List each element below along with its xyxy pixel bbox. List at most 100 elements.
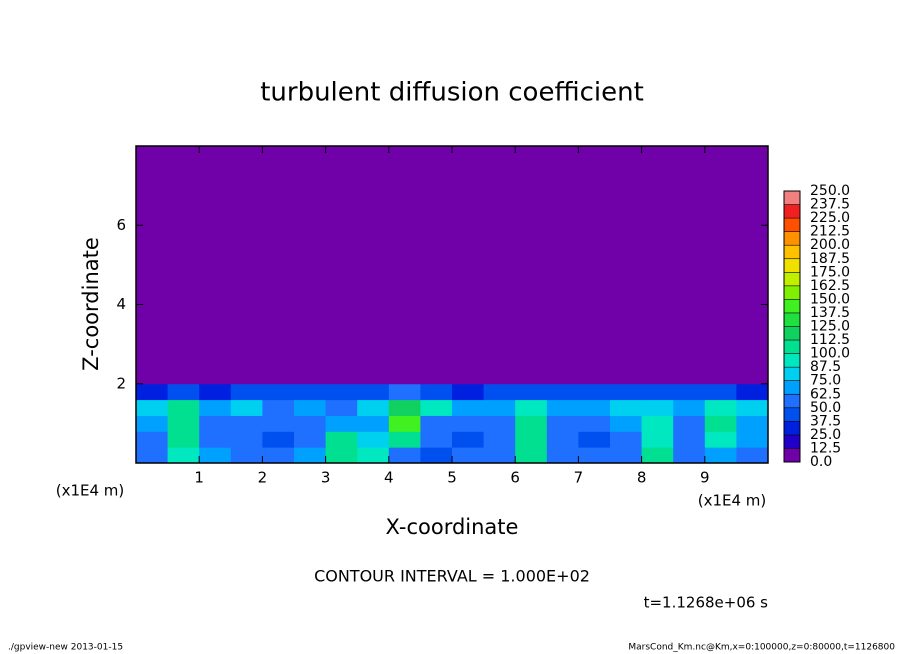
colorbar-segment	[784, 258, 800, 273]
field-cell	[452, 415, 485, 432]
field-cell	[515, 447, 548, 464]
y-tick-label: 2	[116, 374, 126, 392]
field-cell	[420, 447, 453, 464]
x-unit-left: (x1E4 m)	[56, 482, 125, 500]
field-cell	[673, 431, 706, 448]
field-cell	[136, 146, 169, 385]
colorbar-segment	[784, 272, 800, 286]
field-cell	[388, 383, 421, 401]
field-cell	[294, 383, 327, 401]
colorbar-label: 12.5	[810, 440, 841, 456]
field-cell	[736, 399, 769, 416]
field-cell	[736, 146, 769, 385]
colorbar-label: 162.5	[810, 278, 850, 294]
field-cell	[452, 399, 485, 416]
colorbar-segment	[784, 421, 800, 435]
field-cell	[294, 415, 327, 432]
field-cell	[294, 431, 327, 448]
y-tick-label: 6	[116, 216, 126, 234]
field-cell	[641, 383, 674, 401]
field-cell	[167, 447, 200, 464]
colorbar-segment	[784, 299, 800, 313]
field-cell	[515, 399, 548, 416]
field-cell	[199, 415, 232, 432]
y-tick-label: 4	[116, 295, 126, 313]
field-cell	[736, 431, 769, 448]
field-cell	[420, 146, 453, 385]
field-cell	[483, 431, 516, 448]
colorbar-label: 75.0	[810, 373, 841, 389]
colorbar-label: 37.5	[810, 413, 841, 429]
field-cell	[452, 146, 485, 385]
field-cell	[420, 415, 453, 432]
x-tick-label: 7	[574, 469, 584, 487]
field-cell	[452, 383, 485, 401]
x-tick-label: 4	[384, 469, 394, 487]
chart-title: turbulent diffusion coefficient	[260, 78, 644, 108]
field-cell	[136, 399, 169, 416]
x-tick-label: 1	[194, 469, 204, 487]
field-cell	[736, 415, 769, 432]
field-cell	[641, 415, 674, 432]
field-cell	[610, 415, 643, 432]
field-cell	[325, 447, 358, 464]
colorbar-label: 250.0	[810, 183, 850, 199]
field-cell	[736, 383, 769, 401]
colorbar-segment	[784, 312, 800, 327]
field-cell	[578, 146, 611, 385]
field-cell	[610, 383, 643, 401]
field-cell	[673, 383, 706, 401]
field-cell	[641, 431, 674, 448]
field-cell	[704, 146, 737, 385]
colorbar-segment	[784, 231, 800, 246]
colorbar-segment	[784, 448, 800, 462]
field-cell	[515, 146, 548, 385]
colorbar-label: 50.0	[810, 400, 841, 416]
field-cell	[325, 415, 358, 432]
field-cell	[199, 399, 232, 416]
x-tick-label: 9	[700, 469, 710, 487]
field-cell	[262, 146, 295, 385]
x-tick-label: 3	[321, 469, 331, 487]
field-cell	[262, 447, 295, 464]
field-cell	[704, 431, 737, 448]
field-cell	[167, 383, 200, 401]
field-cell	[673, 399, 706, 416]
field-cell	[673, 415, 706, 432]
field-cell	[704, 415, 737, 432]
colorbar-segment	[784, 380, 800, 395]
field-cell	[483, 383, 516, 401]
field-cell	[230, 447, 263, 464]
field-cell	[641, 146, 674, 385]
field-cell	[325, 383, 358, 401]
field-cell	[483, 415, 516, 432]
field-cell	[167, 399, 200, 416]
field-cell	[230, 399, 263, 416]
field-cell	[199, 431, 232, 448]
colorbar-segment	[784, 407, 800, 422]
field-cell	[546, 431, 579, 448]
field-cell	[515, 415, 548, 432]
colorbar-label: 225.0	[810, 210, 850, 226]
colorbar-segment	[784, 204, 800, 219]
field-cell	[136, 415, 169, 432]
field-cell	[420, 399, 453, 416]
field-cell	[262, 431, 295, 448]
field-cell	[294, 447, 327, 464]
field-cell	[136, 431, 169, 448]
field-cell	[199, 383, 232, 401]
field-cell	[167, 431, 200, 448]
field-cell	[357, 431, 390, 448]
x-tick-label: 2	[258, 469, 268, 487]
colorbar-label: 112.5	[810, 332, 850, 348]
x-tick-label: 6	[510, 469, 520, 487]
field-cell	[262, 415, 295, 432]
field-cell	[325, 431, 358, 448]
colorbar-segment	[784, 367, 800, 381]
field-cell	[230, 431, 263, 448]
field-cell	[578, 383, 611, 401]
field-cell	[325, 146, 358, 385]
field-cell	[388, 415, 421, 432]
field-cell	[641, 447, 674, 464]
